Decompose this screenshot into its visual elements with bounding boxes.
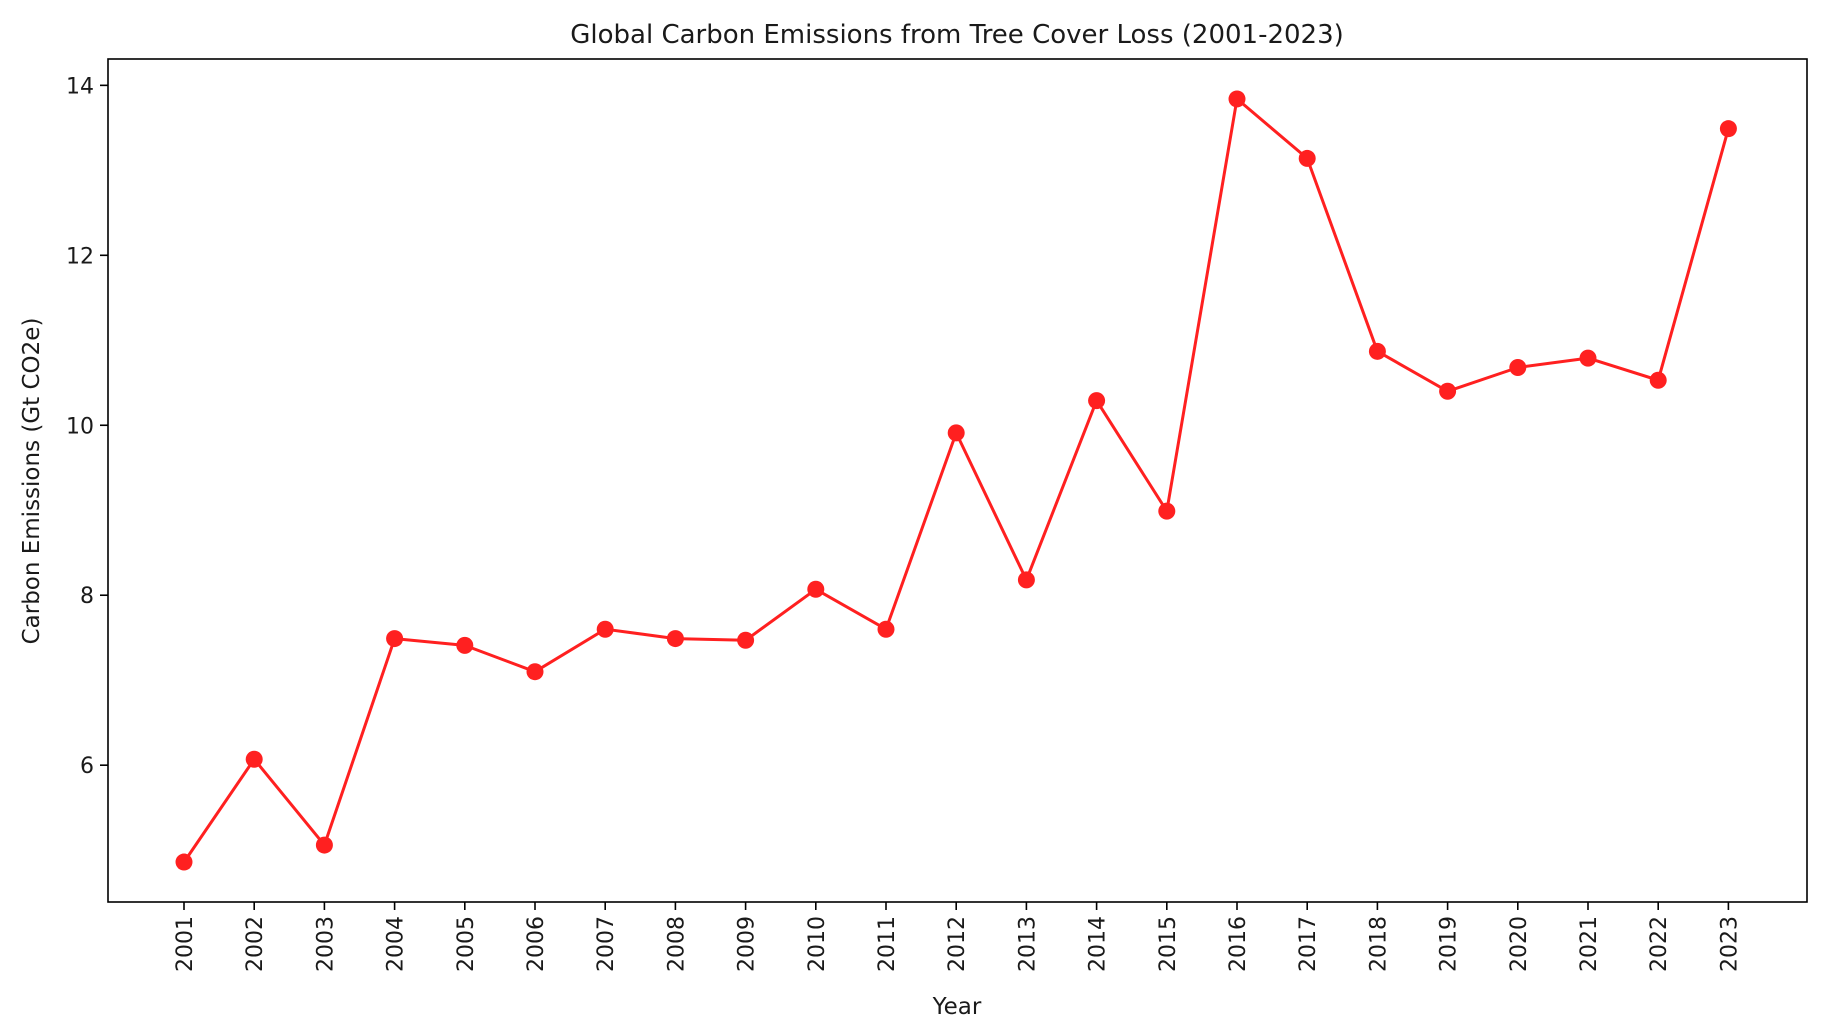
x-tick-label: 2001	[173, 916, 198, 972]
data-point	[1228, 90, 1246, 108]
x-tick-label: 2007	[594, 916, 619, 972]
data-point	[807, 580, 825, 598]
x-tick-label: 2016	[1226, 916, 1251, 972]
data-point	[456, 636, 474, 654]
x-tick-label: 2004	[384, 916, 409, 972]
x-tick-label: 2012	[945, 916, 970, 972]
data-point	[1509, 358, 1527, 376]
x-tick-label: 2022	[1647, 916, 1672, 972]
data-point	[947, 424, 965, 442]
data-points	[175, 90, 1737, 871]
y-tick-label: 10	[66, 414, 94, 439]
x-tick-label: 2009	[735, 916, 760, 972]
plot-area	[107, 58, 1808, 903]
data-point	[1158, 502, 1176, 520]
y-tick-label: 6	[80, 754, 94, 779]
data-point	[526, 663, 544, 681]
x-tick-label: 2002	[243, 916, 268, 972]
y-axis-label: Carbon Emissions (Gt CO2e)	[19, 318, 45, 645]
x-tick-label: 2010	[805, 916, 830, 972]
x-tick-label: 2018	[1366, 916, 1391, 972]
data-point	[245, 750, 263, 768]
data-point	[315, 836, 333, 854]
x-tick-label: 2021	[1577, 916, 1602, 972]
x-tick-label: 2017	[1296, 916, 1321, 972]
data-point	[1368, 342, 1386, 360]
x-tick-label: 2003	[313, 916, 338, 972]
y-axis: 6 8 10 12 14	[66, 74, 108, 779]
x-axis: 2001 2002 2003 2004 2005 2006 2007 2008 2009 2010…	[173, 902, 1742, 972]
x-axis-label: Year	[932, 994, 982, 1018]
data-point	[877, 620, 895, 638]
data-point	[1439, 382, 1457, 400]
y-tick-label: 12	[66, 244, 94, 269]
x-tick-label: 2019	[1437, 916, 1462, 972]
x-tick-label: 2006	[524, 916, 549, 972]
x-tick-label: 2013	[1015, 916, 1040, 972]
data-point	[175, 853, 193, 871]
x-tick-label: 2014	[1086, 916, 1111, 972]
data-point	[666, 630, 684, 648]
data-point	[1088, 392, 1106, 410]
data-point	[1579, 349, 1597, 367]
data-point	[1719, 120, 1737, 138]
data-point	[1649, 371, 1667, 389]
y-tick-label: 8	[80, 584, 94, 609]
x-tick-label: 2008	[664, 916, 689, 972]
y-tick-label: 14	[66, 74, 94, 99]
data-point	[596, 620, 614, 638]
data-point	[737, 631, 755, 649]
data-point	[1017, 571, 1035, 589]
x-tick-label: 2011	[875, 916, 900, 972]
x-tick-label: 2023	[1717, 916, 1742, 972]
chart-title: Global Carbon Emissions from Tree Cover …	[570, 20, 1344, 50]
data-point	[1298, 149, 1316, 167]
x-tick-label: 2020	[1507, 916, 1532, 972]
x-tick-label: 2005	[454, 916, 479, 972]
x-tick-label: 2015	[1156, 916, 1181, 972]
series-line	[182, 97, 1730, 863]
data-point	[386, 630, 404, 648]
